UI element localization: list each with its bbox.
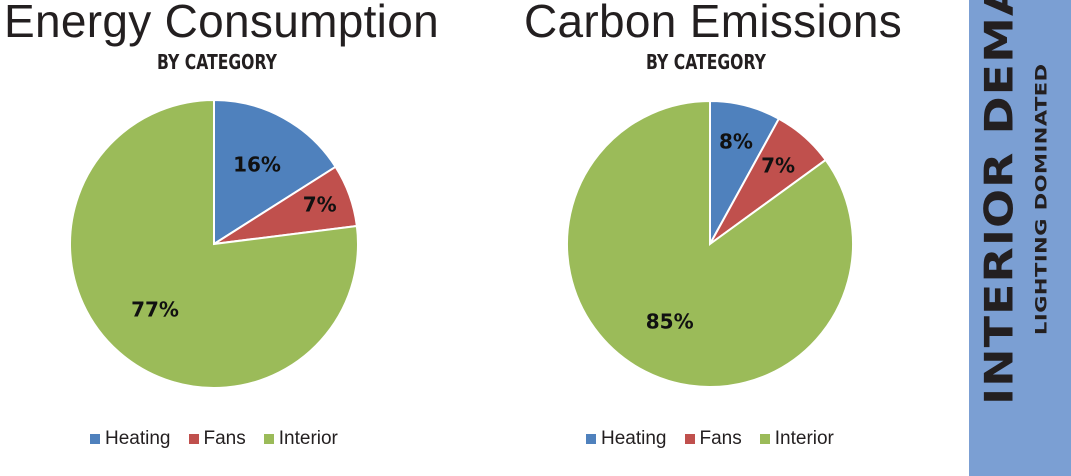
legend-item-fans: Fans [188,428,246,450]
carbon-emissions-panel: Carbon Emissions BY CATEGORY 8% 7% 85% Hea… [520,0,902,476]
sidebar-heading: INTERIOR DEMAND [976,0,1022,405]
legend-swatch [188,434,199,444]
legend-swatch [90,434,100,444]
legend-label: Heating [601,428,667,449]
sidebar-banner [969,0,1071,476]
legend-label: Interior [774,428,834,449]
data-label-interior: 85% [646,310,694,334]
data-label-fans: 7% [303,193,337,217]
legend-item-heating: Heating [586,428,667,450]
legend-label: Fans [699,428,742,449]
data-label-heating: 8% [719,129,753,153]
chart-legend: Heating Fans Interior [90,428,338,450]
pie-slice-heating [213,98,337,246]
carbon-pie-chart: 8% 7% 85% [566,99,854,388]
legend-label: Interior [278,428,338,449]
legend-label: Heating [105,428,171,449]
pie-slice-interior [566,99,854,388]
legend-item-interior: Interior [263,428,338,450]
chart-title: Energy Consumption [4,0,439,47]
legend-swatch [586,434,596,444]
data-label-interior: 77% [131,298,179,322]
chart-subtitle: BY CATEGORY [646,50,766,74]
pie-slice-interior [69,98,359,389]
legend-item-interior: Interior [759,428,834,450]
chart-legend: Heating Fans Interior [586,428,834,450]
legend-item-heating: Heating [90,428,171,450]
legend-label: Fans [203,428,246,449]
legend-swatch [263,434,274,444]
data-label-fans: 7% [761,153,795,177]
legend-item-fans: Fans [684,428,742,450]
sidebar-subheading: LIGHTING DOMINATED [1032,63,1050,335]
energy-pie-chart: 16% 7% 77% [69,98,359,389]
legend-swatch [684,434,695,444]
chart-title: Carbon Emissions [524,0,903,47]
legend-swatch [759,434,770,444]
chart-subtitle: BY CATEGORY [157,50,277,74]
data-label-heating: 16% [233,152,281,176]
energy-consumption-panel: Energy Consumption BY CATEGORY 16% 7% 77% … [0,0,439,476]
